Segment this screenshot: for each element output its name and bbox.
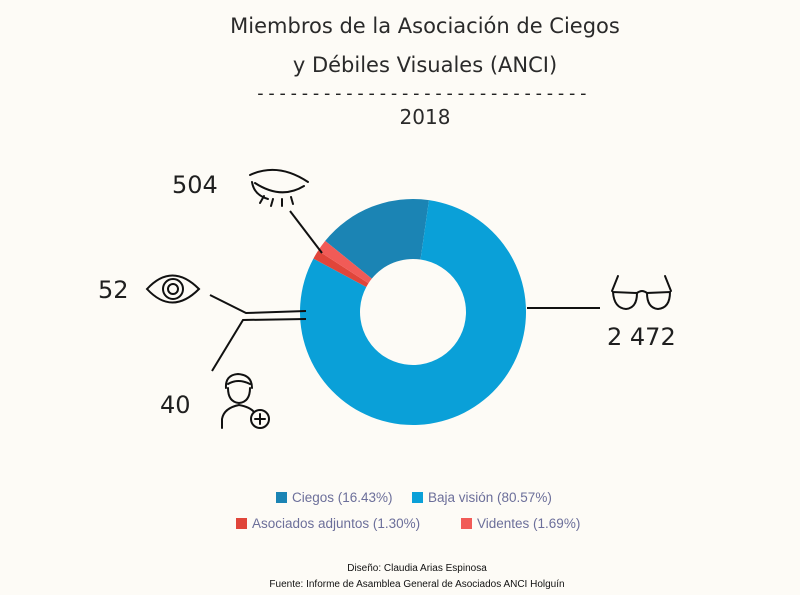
legend-text-ciegos: Ciegos (16.43%) [292,490,393,505]
legend-swatch-videntes [461,518,472,529]
value-label-videntes: 52 [98,276,129,304]
person-plus-icon [221,372,270,429]
legend-swatch-baja-vision [412,492,423,503]
legend-text-baja-vision: Baja visión (80.57%) [428,490,552,505]
title-separator: ------------------------------ [255,83,589,104]
value-label-ciegos: 504 [172,171,218,199]
legend-swatch-adjuntos [236,518,247,529]
chart-subtitle-year: 2018 [400,105,451,129]
legend-text-videntes: Videntes (1.69%) [477,516,580,531]
value-label-adjuntos: 40 [160,391,191,419]
callout-line-ciegos [289,210,323,254]
open-eye-icon [145,274,201,304]
donut-slice-adjuntos [313,250,369,287]
donut-slice-ciegos [325,199,429,279]
callout-line-videntes [209,294,307,315]
chart-title-line-2: y Débiles Visuales (ANCI) [293,53,557,77]
donut-slices [299,199,526,426]
glasses-icon [611,275,672,311]
callout-lines [209,210,600,372]
callout-line-adjuntos [211,318,307,372]
chart-title-line-1: Miembros de la Asociación de Ciegos [230,14,620,38]
legend-text-adjuntos: Asociados adjuntos (1.30%) [252,516,420,531]
credit-source: Fuente: Informe de Asamblea General de A… [269,579,564,590]
legend-swatch-ciegos [276,492,287,503]
credit-design: Diseño: Claudia Arias Espinosa [347,563,487,574]
donut-slice-baja [299,200,526,426]
closed-eye-icon [249,168,309,207]
value-label-baja-vision: 2 472 [607,323,676,351]
legend: Ciegos (16.43%) Baja visión (80.57%) Aso… [236,490,580,531]
donut-slice-videntes [318,240,372,284]
